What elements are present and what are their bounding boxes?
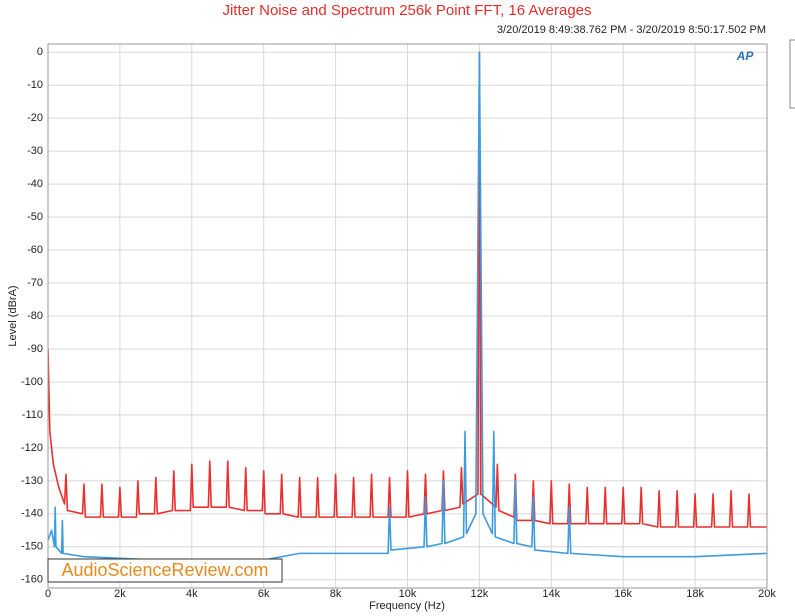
x-tick-label: 0 — [45, 588, 51, 600]
x-tick-label: 6k — [258, 588, 270, 600]
watermark-box — [47, 558, 283, 583]
chart-subtitle: 3/20/2019 8:49:38.762 PM - 3/20/2019 8:5… — [497, 24, 766, 36]
x-tick-label: 16k — [614, 588, 632, 600]
x-tick-label: 2k — [114, 588, 126, 600]
y-tick-label: -160 — [21, 574, 43, 586]
y-tick-label: -140 — [21, 508, 43, 520]
y-tick-label: -70 — [27, 277, 43, 289]
spectrum-line — [48, 51, 767, 528]
y-tick-label: -30 — [27, 145, 43, 157]
y-axis-label: Level (dBrA) — [7, 285, 19, 346]
chart-title: Jitter Noise and Spectrum 256k Point FFT… — [222, 2, 591, 19]
x-tick-label: 14k — [542, 588, 560, 600]
x-tick-label: 18k — [686, 588, 704, 600]
y-tick-label: -20 — [27, 112, 43, 124]
y-tick-label: -40 — [27, 178, 43, 190]
grid — [47, 44, 768, 588]
plot-lines — [48, 51, 767, 561]
y-tick-label: -10 — [27, 79, 43, 91]
y-tick-label: -50 — [27, 211, 43, 223]
x-tick-label: 8k — [330, 588, 342, 600]
x-tick-label: 20k — [758, 588, 776, 600]
x-tick-label: 10k — [399, 588, 417, 600]
logo: AP — [736, 49, 755, 63]
y-tick-label: -60 — [27, 244, 43, 256]
y-tick-label: -110 — [22, 409, 43, 421]
y-tick-label: -80 — [27, 310, 43, 322]
spectrum-line — [48, 51, 767, 561]
x-tick-label: 4k — [186, 588, 198, 600]
x-axis-label: Frequency (Hz) — [369, 600, 445, 612]
y-tick-label: -100 — [21, 376, 43, 388]
y-tick-label: 0 — [37, 46, 43, 58]
y-tick-label: -130 — [21, 475, 43, 487]
plot-frame — [47, 43, 768, 589]
side-panel — [789, 39, 795, 109]
y-tick-label: -150 — [21, 541, 43, 553]
y-tick-label: -120 — [21, 442, 43, 454]
y-tick-label: -90 — [27, 343, 43, 355]
x-tick-label: 12k — [471, 588, 489, 600]
watermark: AudioScienceReview.com — [61, 560, 268, 580]
